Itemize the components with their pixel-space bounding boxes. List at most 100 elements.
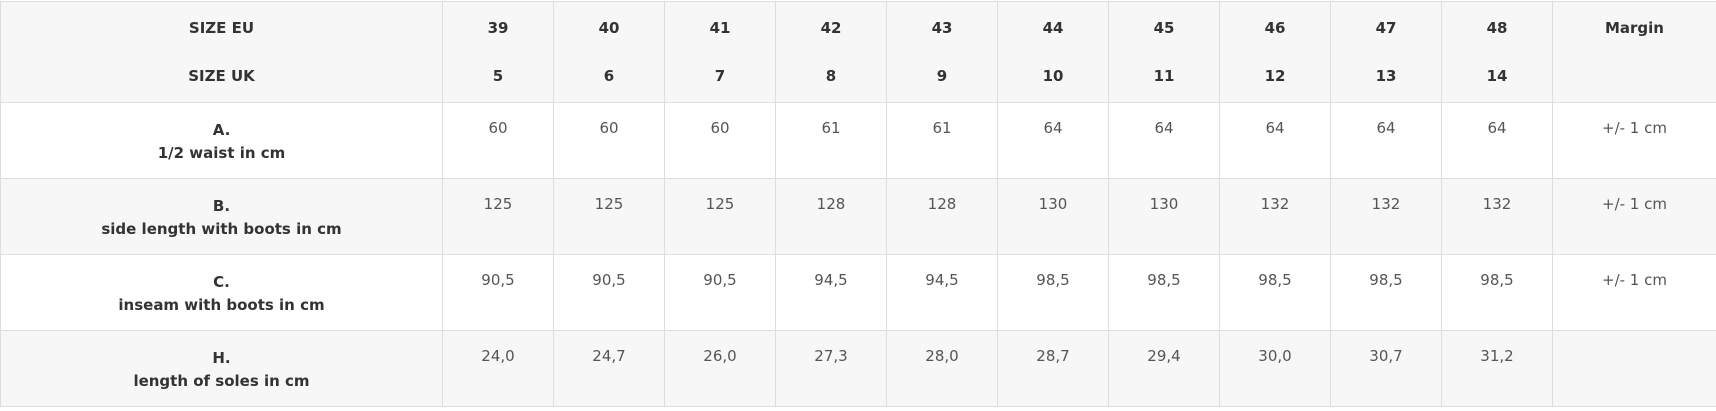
value-text: 128 <box>887 195 997 213</box>
measurement-value: 90,5 <box>665 255 776 331</box>
measurement-label-cell: H.length of soles in cm <box>1 331 443 407</box>
measurement-value: 98,5 <box>1220 255 1331 331</box>
measurement-value: 64 <box>1220 103 1331 179</box>
measurement-value: 28,0 <box>887 331 998 407</box>
value-text: 64 <box>1331 119 1441 137</box>
value-text: 132 <box>1331 195 1441 213</box>
measurement-label: side length with boots in cm <box>101 220 341 238</box>
measurement-value: 27,3 <box>776 331 887 407</box>
size-uk: 14 <box>1442 67 1552 85</box>
measurement-value: 24,0 <box>443 331 554 407</box>
measurement-value: 98,5 <box>1109 255 1220 331</box>
measurement-value: 125 <box>443 179 554 255</box>
measurement-value: 30,0 <box>1220 331 1331 407</box>
size-uk: 6 <box>554 67 664 85</box>
margin-label: Margin <box>1553 19 1716 67</box>
measurement-value: 98,5 <box>998 255 1109 331</box>
measurement-letter: A. <box>213 121 231 139</box>
measurement-value: 24,7 <box>554 331 665 407</box>
value-text: 90,5 <box>554 271 664 289</box>
value-text: 26,0 <box>665 347 775 365</box>
size-uk: 5 <box>443 67 553 85</box>
value-text: 130 <box>1109 195 1219 213</box>
value-text: 61 <box>887 119 997 137</box>
value-text: 98,5 <box>1442 271 1552 289</box>
measurement-value: 125 <box>665 179 776 255</box>
value-text: 90,5 <box>665 271 775 289</box>
margin-header: Margin <box>1553 2 1716 103</box>
value-text: 98,5 <box>1331 271 1441 289</box>
value-text: 64 <box>1220 119 1330 137</box>
size-uk: 13 <box>1331 67 1441 85</box>
value-text: 30,7 <box>1331 347 1441 365</box>
margin-text: +/- 1 cm <box>1553 119 1716 137</box>
value-text: 64 <box>1109 119 1219 137</box>
size-eu: 48 <box>1442 19 1552 67</box>
measurement-value: 64 <box>1442 103 1553 179</box>
value-text: 98,5 <box>998 271 1108 289</box>
measurement-value: 28,7 <box>998 331 1109 407</box>
size-eu: 41 <box>665 19 775 67</box>
value-text: 27,3 <box>776 347 886 365</box>
measurement-value: 64 <box>1109 103 1220 179</box>
size-eu: 45 <box>1109 19 1219 67</box>
size-uk: 9 <box>887 67 997 85</box>
measurement-letter: C. <box>213 273 230 291</box>
measurement-value: 64 <box>998 103 1109 179</box>
size-eu: 44 <box>998 19 1108 67</box>
size-uk-label: SIZE UK <box>1 67 442 85</box>
measurement-value: 31,2 <box>1442 331 1553 407</box>
value-text: 24,7 <box>554 347 664 365</box>
size-eu: 46 <box>1220 19 1330 67</box>
value-text: 94,5 <box>887 271 997 289</box>
value-text: 132 <box>1442 195 1552 213</box>
size-uk: 12 <box>1220 67 1330 85</box>
measurement-label: 1/2 waist in cm <box>158 144 286 162</box>
measurement-value: 130 <box>998 179 1109 255</box>
value-text: 64 <box>998 119 1108 137</box>
measurement-value: 61 <box>887 103 998 179</box>
measurement-value: 64 <box>1331 103 1442 179</box>
size-eu: 39 <box>443 19 553 67</box>
measurement-letter: H. <box>212 349 230 367</box>
measurement-value: 128 <box>776 179 887 255</box>
value-text: 90,5 <box>443 271 553 289</box>
measurement-value: 132 <box>1220 179 1331 255</box>
measurement-value: 130 <box>1109 179 1220 255</box>
value-text: 29,4 <box>1109 347 1219 365</box>
measurement-value: 60 <box>443 103 554 179</box>
measurement-value: 90,5 <box>554 255 665 331</box>
measurement-value: 90,5 <box>443 255 554 331</box>
value-text: 132 <box>1220 195 1330 213</box>
value-text: 61 <box>776 119 886 137</box>
value-text: 98,5 <box>1220 271 1330 289</box>
size-eu: 43 <box>887 19 997 67</box>
measurement-value: 60 <box>665 103 776 179</box>
value-text: 60 <box>443 119 553 137</box>
measurement-value: 125 <box>554 179 665 255</box>
value-text: 30,0 <box>1220 347 1330 365</box>
measurement-value: 132 <box>1442 179 1553 255</box>
margin-value: +/- 1 cm <box>1553 255 1716 331</box>
measurement-label: inseam with boots in cm <box>118 296 324 314</box>
size-uk: 11 <box>1109 67 1219 85</box>
measurement-value: 98,5 <box>1442 255 1553 331</box>
value-text: 125 <box>443 195 553 213</box>
value-text: 94,5 <box>776 271 886 289</box>
measurement-value: 61 <box>776 103 887 179</box>
value-text: 130 <box>998 195 1108 213</box>
measurement-value: 128 <box>887 179 998 255</box>
margin-text: +/- 1 cm <box>1553 271 1716 289</box>
